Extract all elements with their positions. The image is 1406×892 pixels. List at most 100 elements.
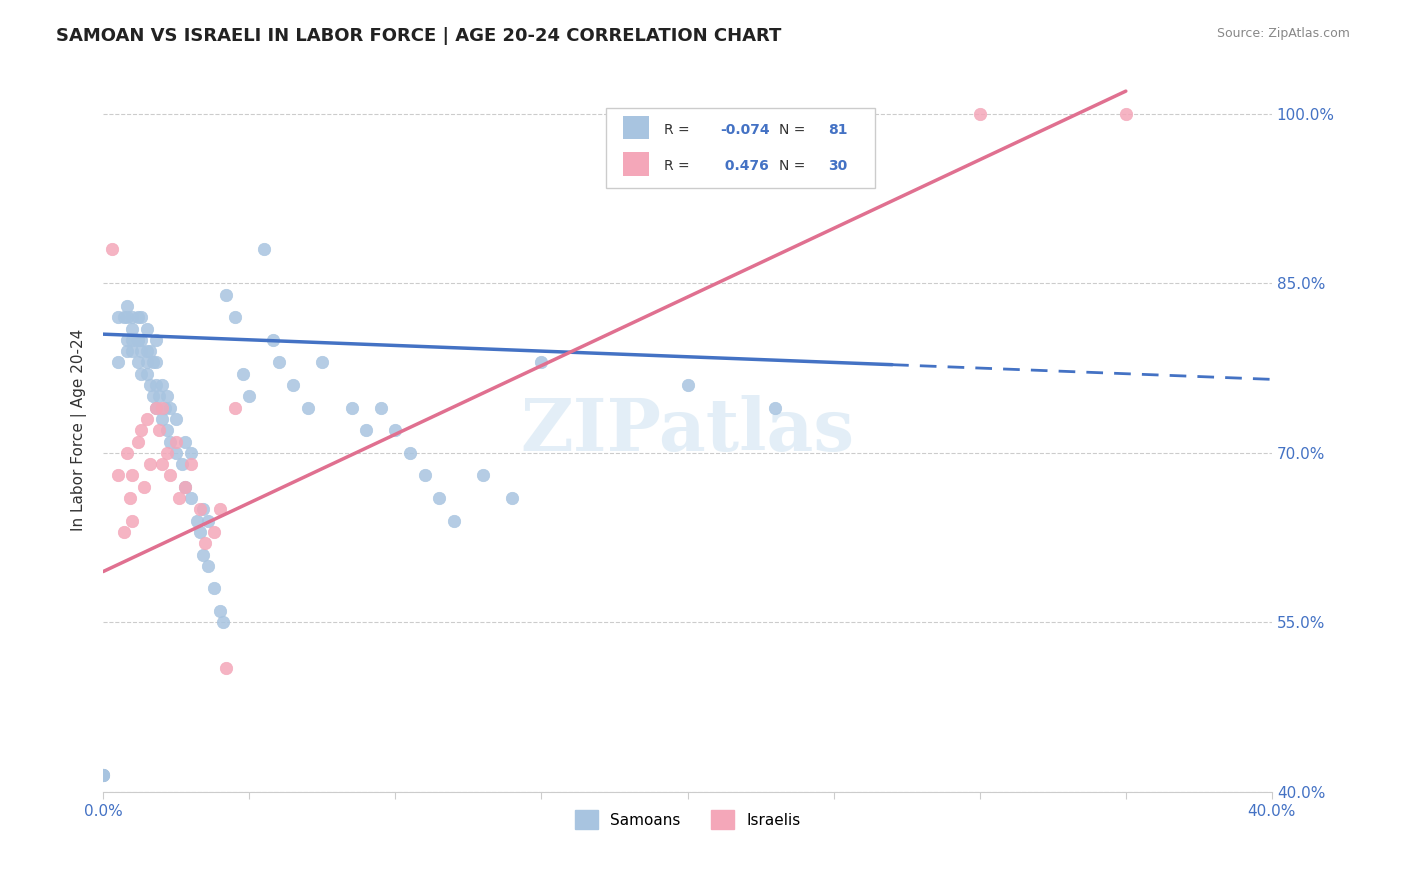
FancyBboxPatch shape — [623, 116, 650, 139]
Point — [159, 401, 181, 415]
Point — [145, 333, 167, 347]
Point — [297, 401, 319, 415]
Point — [165, 434, 187, 449]
Point — [156, 423, 179, 437]
Point — [142, 389, 165, 403]
Point — [127, 434, 149, 449]
Point — [253, 243, 276, 257]
Point — [165, 446, 187, 460]
Point — [139, 457, 162, 471]
Point — [209, 604, 232, 618]
Point — [150, 378, 173, 392]
Text: 0.476: 0.476 — [720, 159, 769, 173]
Point — [107, 310, 129, 325]
Point — [472, 468, 495, 483]
Point — [209, 502, 232, 516]
Point — [118, 491, 141, 505]
Point — [150, 412, 173, 426]
Point — [127, 355, 149, 369]
Point — [202, 524, 225, 539]
Point — [136, 344, 159, 359]
Point — [127, 333, 149, 347]
Point — [121, 468, 143, 483]
Point — [180, 457, 202, 471]
Point — [281, 378, 304, 392]
Point — [159, 468, 181, 483]
Point — [370, 401, 392, 415]
Point — [188, 524, 211, 539]
Point — [139, 344, 162, 359]
Text: R =: R = — [664, 159, 695, 173]
Point — [153, 401, 176, 415]
Point — [107, 468, 129, 483]
Point — [136, 355, 159, 369]
Point — [413, 468, 436, 483]
Point — [197, 514, 219, 528]
FancyBboxPatch shape — [623, 152, 650, 176]
Point — [174, 480, 197, 494]
Point — [145, 401, 167, 415]
Point — [127, 310, 149, 325]
Point — [180, 446, 202, 460]
Point — [115, 333, 138, 347]
Point — [384, 423, 406, 437]
Point — [101, 243, 124, 257]
Point — [91, 768, 114, 782]
Point — [129, 310, 152, 325]
Point — [121, 344, 143, 359]
Point — [443, 514, 465, 528]
Point — [238, 389, 260, 403]
Point — [121, 514, 143, 528]
Point — [172, 457, 194, 471]
Point — [267, 355, 290, 369]
Point — [115, 310, 138, 325]
Point — [191, 502, 214, 516]
Text: N =: N = — [779, 159, 810, 173]
Point — [180, 491, 202, 505]
Point — [145, 378, 167, 392]
Point — [150, 401, 173, 415]
Point — [115, 446, 138, 460]
Y-axis label: In Labor Force | Age 20-24: In Labor Force | Age 20-24 — [72, 329, 87, 532]
Point — [174, 434, 197, 449]
Point — [399, 446, 422, 460]
Point — [91, 768, 114, 782]
Point — [121, 333, 143, 347]
Point — [136, 412, 159, 426]
Point — [186, 514, 208, 528]
Point — [174, 480, 197, 494]
Point — [530, 355, 553, 369]
Point — [129, 333, 152, 347]
Point — [501, 491, 523, 505]
Text: 30: 30 — [828, 159, 846, 173]
Point — [215, 660, 238, 674]
Point — [167, 491, 190, 505]
Point — [311, 355, 333, 369]
Point — [127, 333, 149, 347]
Point — [212, 615, 235, 630]
Point — [136, 321, 159, 335]
Point — [156, 446, 179, 460]
Point — [129, 367, 152, 381]
Point — [112, 310, 135, 325]
Point — [115, 344, 138, 359]
Point — [202, 582, 225, 596]
Point — [165, 412, 187, 426]
Point — [676, 378, 699, 392]
Point — [148, 423, 170, 437]
Point — [139, 378, 162, 392]
Text: SAMOAN VS ISRAELI IN LABOR FORCE | AGE 20-24 CORRELATION CHART: SAMOAN VS ISRAELI IN LABOR FORCE | AGE 2… — [56, 27, 782, 45]
Point — [145, 401, 167, 415]
Point — [134, 480, 156, 494]
Point — [129, 344, 152, 359]
Point — [262, 333, 284, 347]
Text: ZIPatlas: ZIPatlas — [520, 395, 855, 466]
Point — [197, 558, 219, 573]
Point — [188, 502, 211, 516]
FancyBboxPatch shape — [606, 108, 875, 188]
Point — [121, 321, 143, 335]
Point — [91, 768, 114, 782]
Point — [1115, 107, 1137, 121]
Point — [224, 310, 246, 325]
Point — [107, 355, 129, 369]
